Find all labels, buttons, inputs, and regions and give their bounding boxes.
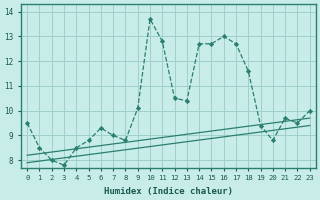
X-axis label: Humidex (Indice chaleur): Humidex (Indice chaleur) — [104, 187, 233, 196]
